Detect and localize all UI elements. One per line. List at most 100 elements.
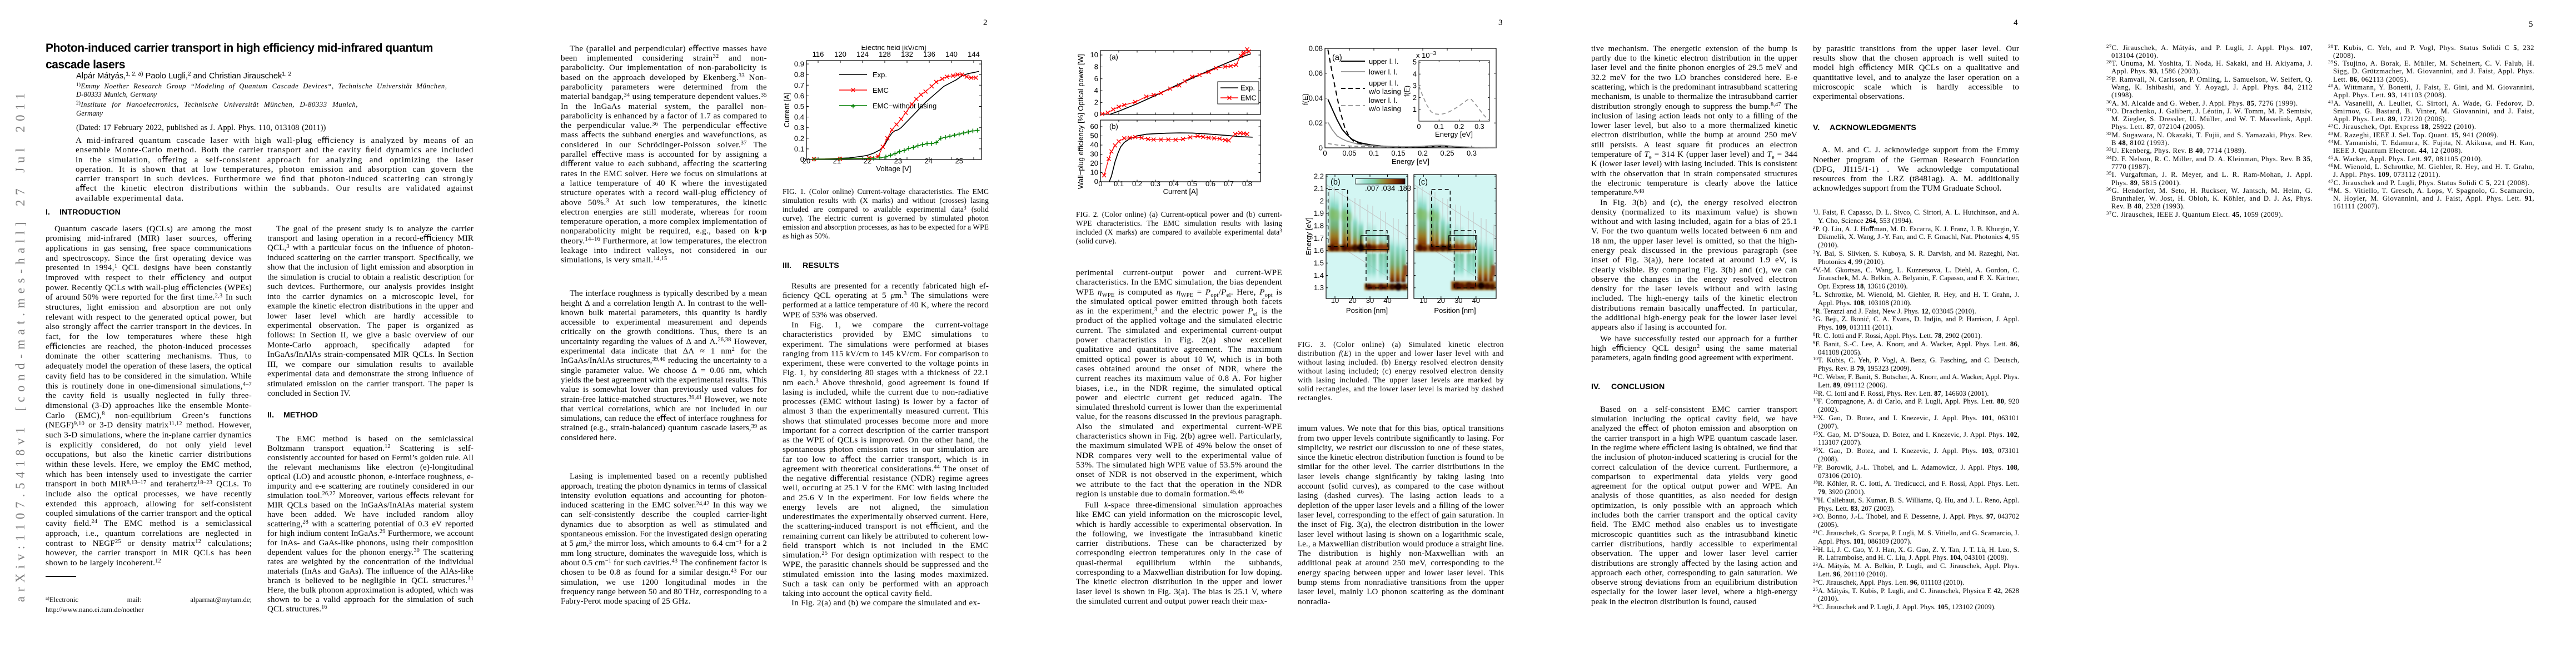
- svg-text:EMC: EMC: [873, 86, 889, 94]
- svg-text:lower l. l.: lower l. l.: [1369, 96, 1397, 104]
- svg-text:0: 0: [1323, 149, 1327, 157]
- svg-text:120: 120: [834, 50, 846, 58]
- svg-text:23: 23: [894, 157, 902, 165]
- svg-text:Energy [eV]: Energy [eV]: [1392, 157, 1429, 166]
- svg-text:Wall−plug efficiency [%]: Wall−plug efficiency [%]: [1077, 113, 1085, 189]
- svg-text:(b): (b): [1109, 122, 1118, 131]
- svg-text:0.8: 0.8: [794, 71, 804, 79]
- svg-text:Position [nm]: Position [nm]: [1434, 306, 1476, 315]
- svg-text:144: 144: [968, 50, 980, 58]
- svg-text:0.08: 0.08: [1309, 46, 1323, 52]
- svg-text:upper l. l.: upper l. l.: [1369, 79, 1398, 87]
- svg-text:Current [A]: Current [A]: [783, 93, 791, 128]
- svg-text:1.8: 1.8: [1314, 222, 1324, 230]
- svg-text:0.1: 0.1: [1369, 149, 1379, 157]
- svg-text:0.2: 0.2: [1132, 180, 1142, 188]
- svg-text:0.02: 0.02: [1309, 119, 1323, 127]
- svg-text:0: 0: [1094, 177, 1098, 186]
- svg-text:2: 2: [1413, 94, 1417, 102]
- svg-text:140: 140: [945, 50, 958, 58]
- svg-text:2: 2: [1094, 98, 1098, 107]
- svg-text:0.7: 0.7: [1224, 180, 1234, 188]
- svg-text:116: 116: [813, 50, 824, 58]
- svg-text:0.1: 0.1: [1114, 180, 1124, 188]
- svg-text:f(E): f(E): [1301, 93, 1309, 105]
- svg-text:f(E): f(E): [1403, 86, 1411, 97]
- svg-text:w/o lasing: w/o lasing: [1368, 104, 1401, 113]
- svg-text:132: 132: [901, 50, 913, 58]
- svg-text:0.8: 0.8: [1242, 180, 1252, 188]
- svg-text:0.06: 0.06: [1309, 69, 1323, 77]
- svg-text:Energy [eV]: Energy [eV]: [1304, 217, 1313, 255]
- svg-text:20: 20: [803, 157, 810, 165]
- svg-text:0.25: 0.25: [1440, 149, 1454, 157]
- svg-text:x 10−3: x 10−3: [1416, 51, 1436, 59]
- svg-text:1: 1: [1413, 106, 1417, 113]
- svg-text:0.1: 0.1: [794, 145, 804, 153]
- svg-text:0.7: 0.7: [794, 81, 804, 89]
- svg-text:1.6: 1.6: [1314, 246, 1324, 255]
- svg-text:1.3: 1.3: [1314, 283, 1324, 292]
- svg-text:Electric field [kV/cm]: Electric field [kV/cm]: [861, 46, 926, 52]
- svg-text:20: 20: [1090, 159, 1098, 167]
- svg-text:.007 .034 .183: .007 .034 .183: [1365, 184, 1411, 192]
- svg-text:2.1: 2.1: [1314, 185, 1324, 193]
- svg-text:0: 0: [1417, 123, 1421, 131]
- svg-text:0: 0: [800, 155, 804, 163]
- svg-text:lower l. l.: lower l. l.: [1369, 68, 1397, 76]
- svg-text:0.1: 0.1: [1434, 123, 1444, 131]
- svg-text:8: 8: [1094, 62, 1098, 71]
- svg-text:0.04: 0.04: [1309, 94, 1323, 102]
- svg-text:0.15: 0.15: [1391, 149, 1405, 157]
- svg-text:Position [nm]: Position [nm]: [1346, 306, 1388, 315]
- svg-text:124: 124: [856, 50, 869, 58]
- svg-text:0.9: 0.9: [794, 60, 804, 68]
- svg-text:10: 10: [1090, 168, 1098, 177]
- svg-text:0.6: 0.6: [1205, 180, 1215, 188]
- svg-text:(c): (c): [1418, 178, 1428, 187]
- svg-text:60: 60: [1090, 122, 1098, 131]
- svg-text:1.4: 1.4: [1314, 271, 1324, 280]
- svg-text:0.4: 0.4: [794, 113, 804, 121]
- svg-text:0.2: 0.2: [794, 134, 804, 142]
- svg-text:0.3: 0.3: [1467, 149, 1477, 157]
- svg-text:0.3: 0.3: [1150, 180, 1160, 188]
- svg-text:EMC−without lasing: EMC−without lasing: [873, 102, 936, 110]
- svg-text:136: 136: [923, 50, 935, 58]
- svg-text:(a): (a): [1109, 53, 1118, 61]
- svg-text:0: 0: [1319, 143, 1323, 152]
- svg-text:50: 50: [1090, 132, 1098, 140]
- svg-text:0.2: 0.2: [1418, 149, 1428, 157]
- svg-text:0.3: 0.3: [794, 123, 804, 132]
- svg-text:0.5: 0.5: [794, 102, 804, 111]
- svg-text:128: 128: [879, 50, 891, 58]
- svg-text:0.5: 0.5: [1187, 180, 1197, 188]
- svg-text:Optical power [W]: Optical power [W]: [1077, 54, 1085, 111]
- svg-text:1.7: 1.7: [1314, 234, 1324, 242]
- svg-text:Energy [eV]: Energy [eV]: [1435, 130, 1473, 138]
- svg-text:4: 4: [1094, 86, 1098, 94]
- svg-text:upper l. l.: upper l. l.: [1369, 57, 1398, 66]
- svg-text:6: 6: [1094, 74, 1098, 83]
- svg-text:Exp.: Exp.: [1240, 84, 1255, 92]
- svg-text:0: 0: [1094, 110, 1098, 118]
- svg-text:0: 0: [1098, 180, 1102, 188]
- svg-text:2: 2: [1320, 197, 1324, 205]
- svg-text:Current [A]: Current [A]: [1163, 187, 1198, 196]
- svg-text:4: 4: [1413, 70, 1417, 78]
- svg-text:3: 3: [1413, 82, 1417, 90]
- svg-text:0.3: 0.3: [1474, 123, 1484, 131]
- svg-text:25: 25: [955, 157, 963, 165]
- svg-text:5: 5: [1413, 58, 1417, 66]
- svg-text:24: 24: [925, 157, 933, 165]
- svg-text:w/o lasing: w/o lasing: [1368, 87, 1401, 96]
- svg-text:30: 30: [1090, 150, 1098, 158]
- svg-text:(b): (b): [1331, 178, 1341, 187]
- svg-text:(a): (a): [1332, 53, 1342, 62]
- svg-text:10: 10: [1090, 51, 1098, 59]
- svg-text:40: 40: [1090, 141, 1098, 149]
- svg-text:0.4: 0.4: [1169, 180, 1179, 188]
- svg-text:EMC: EMC: [1240, 94, 1257, 102]
- svg-text:0.6: 0.6: [794, 92, 804, 100]
- svg-text:1.9: 1.9: [1314, 209, 1324, 217]
